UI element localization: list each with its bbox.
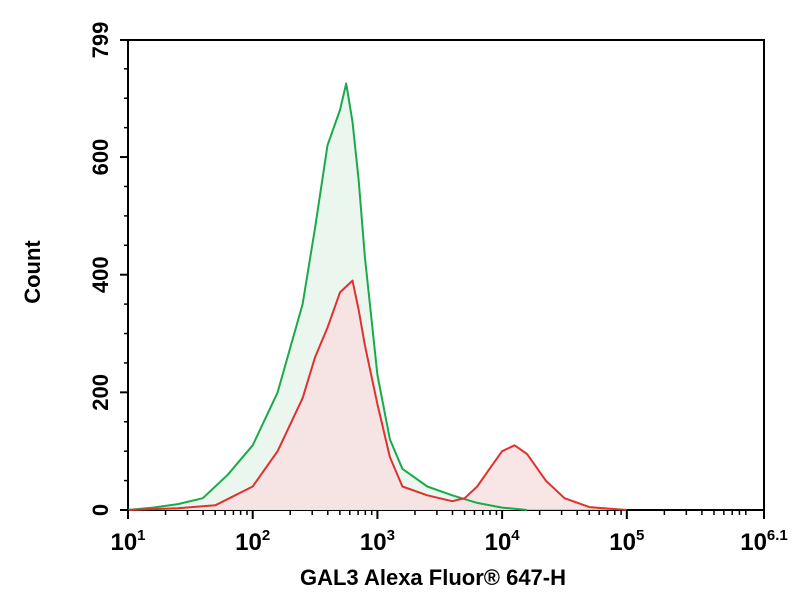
y-tick-label: 0 (88, 504, 113, 516)
x-tick-label: 102 (235, 527, 270, 556)
y-tick-label: 400 (88, 256, 113, 293)
x-tick-label: 106.1 (740, 527, 788, 556)
series-2-line (127, 279, 627, 511)
x-tick-label: 105 (609, 527, 644, 556)
axes-layer: 0 200 400 600 799 101 102 103 104 105 106.1 (88, 22, 788, 556)
x-tick-label: 103 (360, 527, 395, 556)
x-tick-label: 104 (485, 527, 521, 556)
series-1-fill (128, 83, 528, 510)
plot-frame (127, 39, 765, 511)
y-axis-title: Count (20, 240, 45, 304)
y-tick-label: 600 (88, 139, 113, 176)
plot-area (127, 39, 765, 511)
x-tick-label: 101 (110, 527, 145, 556)
y-tick-label: 200 (88, 374, 113, 411)
y-tick-label: 799 (88, 22, 113, 59)
series-layer (127, 82, 627, 511)
series-1-line (127, 82, 528, 511)
x-axis-title: GAL3 Alexa Fluor® 647-H (300, 565, 566, 590)
